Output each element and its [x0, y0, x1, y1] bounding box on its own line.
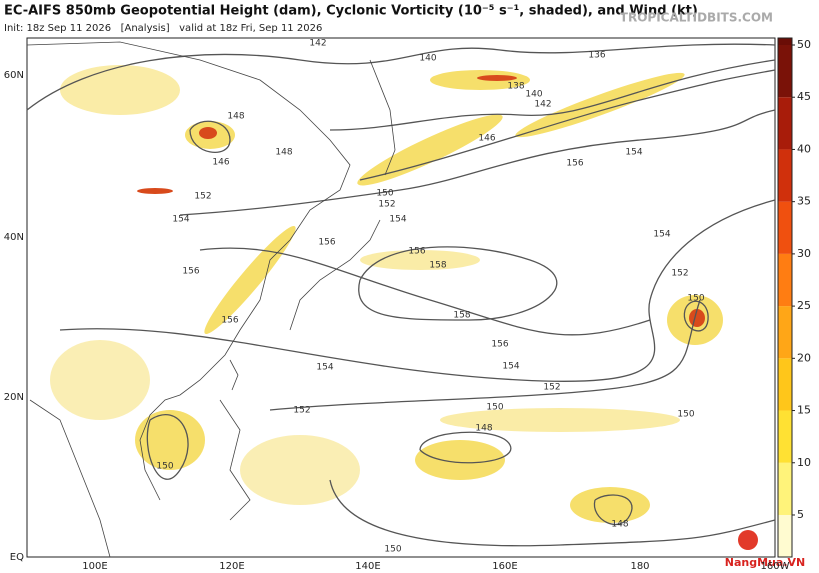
subtitle: Init: 18z Sep 11 2026 [Analysis] valid a…	[4, 23, 322, 34]
colorbar-top	[778, 38, 792, 45]
colorbar-tick-label: 40	[797, 142, 811, 155]
height-contours	[26, 43, 776, 547]
colorbar-segment	[778, 410, 792, 463]
contour-label: 142	[309, 39, 326, 49]
colorbar-tick-label: 50	[797, 38, 811, 51]
contour-label: 150	[677, 410, 694, 420]
lon-label: 140E	[355, 561, 380, 572]
colorbar: 5 10 15 20 25 30 35 40 45 50	[777, 37, 811, 558]
contour-label: 150	[687, 294, 704, 304]
colorbar-segment	[778, 97, 792, 150]
watermark: NangMua.VN	[725, 556, 805, 569]
colorbar-segment	[778, 462, 792, 515]
colorbar-segment	[778, 149, 792, 202]
contour-label: 148	[275, 148, 292, 158]
colorbar-tick-label: 5	[797, 508, 804, 521]
lon-label: 180	[630, 561, 649, 572]
contour-label: 152	[671, 269, 688, 279]
colorbar-tick-label: 20	[797, 351, 811, 364]
contour-label: 154	[653, 230, 670, 240]
colorbar-frame	[777, 37, 793, 558]
colorbar-tick-label: 10	[797, 456, 811, 469]
contour-label: 146	[212, 158, 229, 168]
contour-label: 152	[378, 200, 395, 210]
colorbar-segment	[778, 45, 792, 98]
vorticity-maxima	[137, 75, 705, 327]
contour-label: 142	[534, 100, 551, 110]
contour-label: 156	[182, 267, 199, 277]
lon-label: 100E	[82, 561, 107, 572]
colorbar-tick-label: 35	[797, 195, 811, 208]
colorbar-segment	[778, 201, 792, 254]
title: EC-AIFS 850mb Geopotential Height (dam),…	[4, 4, 698, 19]
contour-label: 156	[318, 238, 335, 248]
contour-label: 156	[566, 159, 583, 169]
lat-label: EQ	[10, 552, 24, 563]
contour-label: 152	[543, 383, 560, 393]
lon-label: 120E	[219, 561, 244, 572]
contour-label: 150	[156, 462, 173, 472]
contour-label: 150	[376, 189, 393, 199]
source: TROPICALTIDBITS.COM	[620, 11, 773, 25]
contour-label: 152	[293, 406, 310, 416]
contour-label: 152	[194, 192, 211, 202]
contour-label: 136	[588, 51, 605, 61]
lon-label: 160W	[761, 561, 790, 572]
contour-label: 158	[429, 261, 446, 271]
colorbar-segment	[778, 514, 792, 557]
map-frame	[26, 37, 776, 558]
contour-label: 154	[502, 362, 519, 372]
colorbar-tick-label: 45	[797, 90, 811, 103]
contour-label: 154	[316, 363, 333, 373]
contour-label: 150	[384, 545, 401, 555]
colorbar-segment	[778, 253, 792, 307]
contour-label: 150	[486, 403, 503, 413]
colorbar-tick-label: 15	[797, 404, 811, 417]
vorticity-shading	[50, 65, 723, 523]
lat-label: 20N	[4, 392, 24, 403]
contour-label: 154	[172, 215, 189, 225]
contour-label: 156	[491, 340, 508, 350]
contour-label: 158	[453, 311, 470, 321]
contour-label: 148	[611, 520, 628, 530]
contour-label: 148	[475, 424, 492, 434]
contour-label: 154	[389, 215, 406, 225]
contour-label: 140	[525, 90, 542, 100]
contour-label: 156	[221, 316, 238, 326]
contour-label: 140	[419, 54, 436, 64]
lon-label: 160E	[492, 561, 517, 572]
contour-label: 148	[227, 112, 244, 122]
contour-label: 146	[478, 134, 495, 144]
contour-label: 156	[408, 247, 425, 257]
colorbar-tick-label: 30	[797, 247, 811, 260]
colorbar-segment	[778, 358, 792, 411]
colorbar-segment	[778, 306, 792, 359]
coastlines	[26, 41, 396, 558]
contour-label: 154	[625, 148, 642, 158]
watermark-logo: NangMua.VN	[725, 530, 805, 569]
lat-label: 60N	[4, 70, 24, 81]
contour-label: 138	[507, 82, 524, 92]
colorbar-tick-label: 25	[797, 299, 811, 312]
lat-label: 40N	[4, 232, 24, 243]
